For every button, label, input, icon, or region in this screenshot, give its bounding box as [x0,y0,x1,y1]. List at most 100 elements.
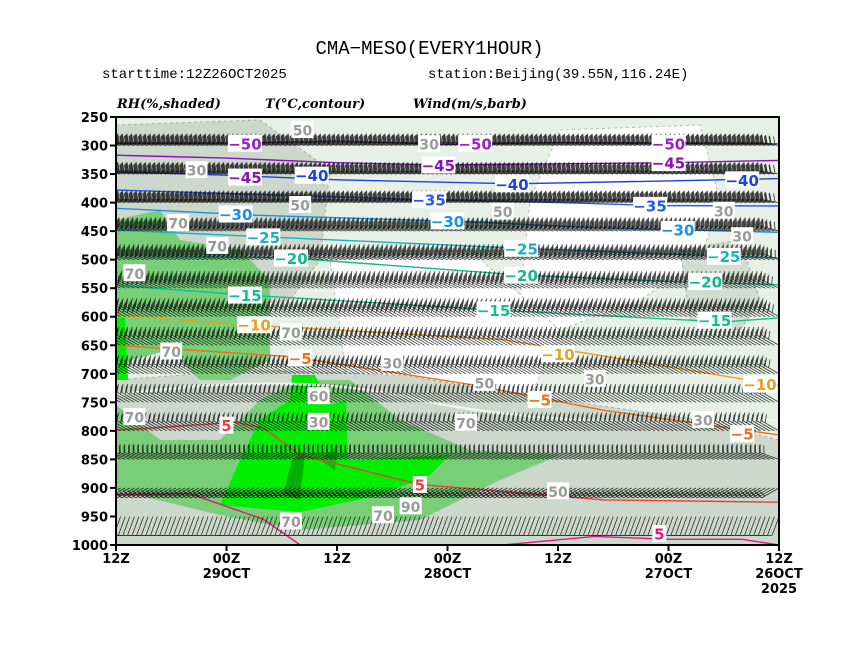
wind-barb [690,244,711,261]
wind-barb [725,545,733,568]
wind-barb [549,298,568,318]
wind-barb [715,326,734,346]
rh-label: 70 [373,509,393,525]
wind-barb [171,355,190,375]
wind-barb [573,162,595,175]
wind-barb [198,244,218,261]
wind-barb [116,455,126,460]
wind-barb [477,217,499,232]
wind-barb [480,355,499,375]
rh-label: 50 [290,198,310,214]
wind-barb [415,271,434,289]
wind-barb [703,217,724,232]
wind-barb [554,298,573,318]
wind-barb [123,217,144,232]
wind-barb [406,383,425,403]
wind-barb [352,545,360,568]
wind-barb [567,412,586,432]
wind-barb [439,133,462,146]
wind-barb [673,383,692,403]
wind-barb [244,444,264,460]
wind-barb [699,444,720,460]
rh-label: 50 [293,124,313,140]
rh-label: 30 [187,164,207,180]
wind-barb [512,412,531,432]
wind-barb [285,444,305,460]
wind-barb [131,190,153,203]
rh-label: 90 [401,500,421,516]
wind-barb [308,244,328,261]
wind-barb [394,545,402,568]
wind-barb [356,326,375,346]
wind-barb [521,355,540,375]
wind-barb [582,545,590,568]
wind-barb [188,244,209,261]
wind-barb [494,412,513,432]
wind-barb [634,217,655,232]
wind-barb [483,244,503,261]
wind-barb [732,444,752,460]
wind-barb [517,412,536,432]
wind-barb [360,383,379,403]
wind-barb [632,298,651,318]
wind-barb [356,133,379,146]
wind-barb [729,355,748,375]
wind-barb [128,244,149,261]
wind-barb [199,383,218,403]
wind-barb [706,133,729,146]
wind-barb [162,383,181,403]
wind-barb [218,326,236,346]
wind-barb [478,444,499,460]
wind-barb [212,271,232,289]
contour-label-bg [730,425,755,443]
wind-barb [152,271,172,289]
wind-barb [563,383,582,403]
wind-barb [438,271,457,289]
wind-barb [237,190,259,203]
wind-barb [359,271,379,289]
wind-barb [116,272,130,289]
wind-barb [349,244,370,261]
wind-barb [678,383,697,403]
wind-barb [561,244,582,261]
x-tick-label: 2025 [761,582,797,597]
wind-barb [663,444,683,460]
wind-barb [752,298,771,318]
wind-barb [760,271,779,289]
contour-label-bg [458,134,493,152]
wind-barb [522,133,545,146]
wind-barb [406,271,425,289]
wind-barb [575,444,595,460]
y-tick-label: 700 [81,368,108,383]
wind-barb [167,326,186,346]
wind-barb [278,162,301,175]
wind-barb [547,244,568,261]
wind-barb [455,244,476,261]
wind-barb [627,271,646,289]
wind-barb [612,444,632,460]
wind-barb [121,133,144,146]
wind-barb [307,217,328,232]
wind-barb [688,162,710,175]
wind-barb [402,298,421,318]
wind-barb [147,244,167,261]
wind-barb [293,217,315,232]
wind-barb [498,326,517,346]
wind-barb [140,545,148,568]
wind-barb [581,412,600,432]
wind-barb [281,271,301,289]
wind-barb [359,244,379,261]
wind-barb [161,244,181,261]
wind-barb [271,444,292,460]
wind-barb [451,244,471,261]
wind-barb [416,298,434,318]
wind-barb [264,162,287,175]
wind-barb [268,355,287,375]
wind-barb [729,190,752,203]
wind-barb [116,355,135,375]
wind-barb [544,298,563,318]
wind-barb [452,383,471,403]
wind-barb [135,298,154,318]
wind-barb [545,162,568,175]
